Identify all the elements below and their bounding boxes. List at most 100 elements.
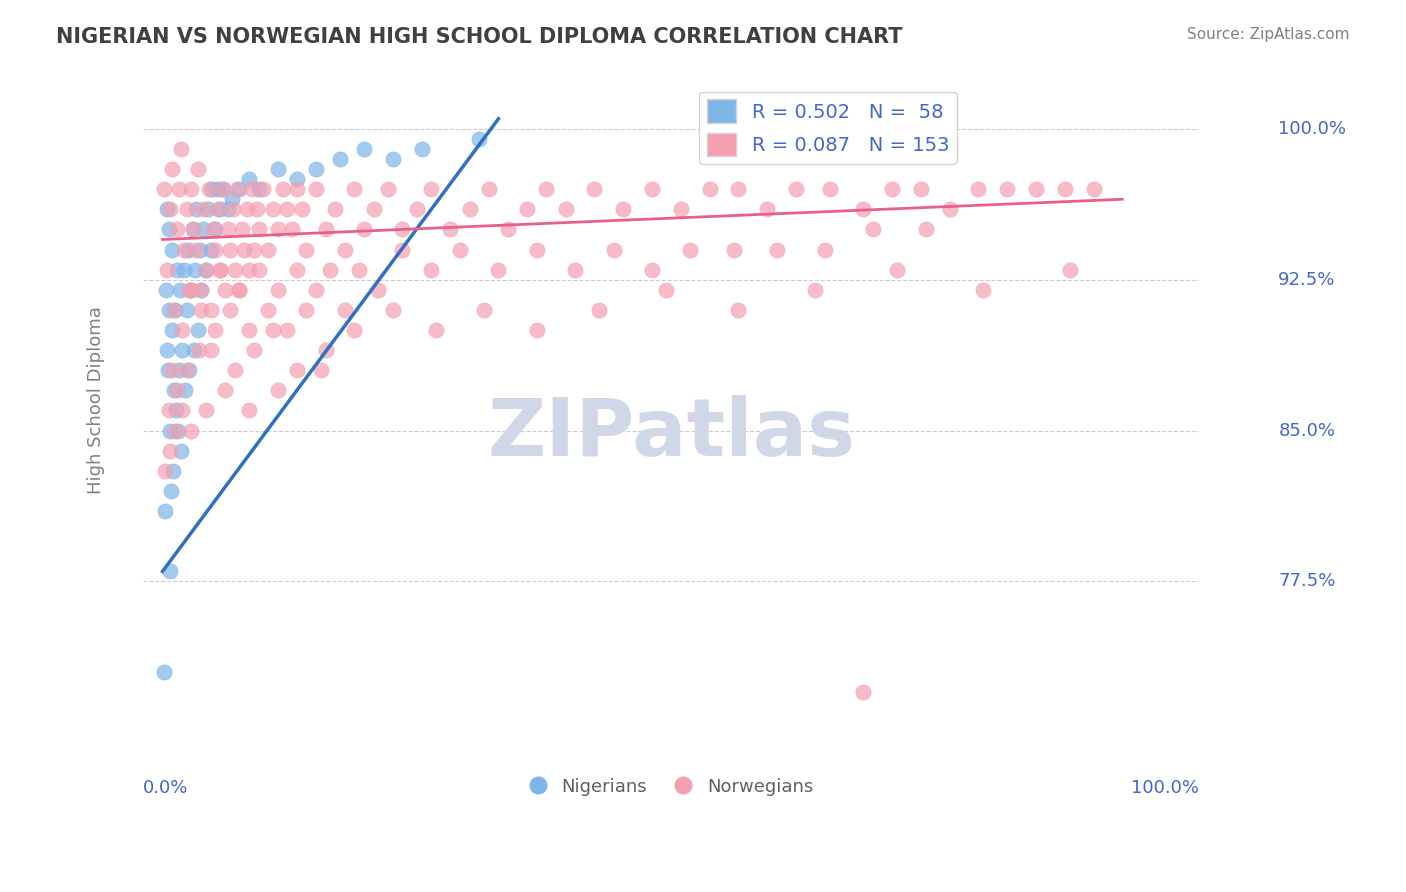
Point <box>425 323 447 337</box>
Point <box>267 283 290 297</box>
Point <box>170 403 193 417</box>
Point <box>204 243 226 257</box>
Point <box>271 182 294 196</box>
Point <box>699 182 721 196</box>
Point <box>315 343 337 357</box>
Point <box>197 182 219 196</box>
Point <box>224 262 246 277</box>
Point <box>176 202 198 217</box>
Point <box>343 323 366 337</box>
Point <box>488 262 510 277</box>
Point <box>238 262 260 277</box>
Point <box>163 424 186 438</box>
Point <box>167 424 190 438</box>
Point <box>170 443 193 458</box>
Point <box>221 202 243 217</box>
Point <box>276 202 298 217</box>
Point <box>305 283 328 297</box>
Point <box>536 182 558 196</box>
Point <box>201 182 224 196</box>
Point <box>160 363 183 377</box>
Point <box>305 162 328 177</box>
Point <box>862 222 884 236</box>
Point <box>526 323 548 337</box>
Point <box>217 222 239 236</box>
Point <box>641 262 664 277</box>
Point <box>309 363 332 377</box>
Point <box>612 202 634 217</box>
Point <box>184 262 207 277</box>
Point <box>967 182 990 196</box>
Point <box>1053 182 1076 196</box>
Point <box>173 262 195 277</box>
Point <box>190 283 212 297</box>
Point <box>285 262 308 277</box>
Point <box>377 182 399 196</box>
Point <box>880 182 903 196</box>
Point <box>496 222 519 236</box>
Point <box>165 403 187 417</box>
Point <box>1059 262 1081 277</box>
Point <box>155 283 177 297</box>
Point <box>420 262 443 277</box>
Point <box>156 343 179 357</box>
Point <box>439 222 461 236</box>
Legend: Nigerians, Norwegians: Nigerians, Norwegians <box>522 771 821 803</box>
Point <box>207 182 229 196</box>
Point <box>209 262 232 277</box>
Text: 92.5%: 92.5% <box>1278 270 1336 289</box>
Point <box>173 243 195 257</box>
Point <box>319 262 342 277</box>
Point <box>315 222 337 236</box>
Point <box>169 283 191 297</box>
Point <box>727 182 749 196</box>
Point <box>478 182 501 196</box>
Point <box>411 142 433 156</box>
Point <box>228 182 250 196</box>
Point <box>641 182 664 196</box>
Point <box>200 243 222 257</box>
Point <box>343 182 366 196</box>
Point <box>910 182 932 196</box>
Point <box>257 243 280 257</box>
Point <box>852 202 875 217</box>
Point <box>405 202 427 217</box>
Point <box>159 202 181 217</box>
Point <box>173 384 195 398</box>
Point <box>188 343 211 357</box>
Point <box>157 363 180 377</box>
Point <box>188 243 211 257</box>
Point <box>238 172 260 186</box>
Point <box>247 262 270 277</box>
Point <box>159 424 181 438</box>
Point <box>814 243 837 257</box>
Point <box>162 464 184 478</box>
Point <box>159 443 181 458</box>
Point <box>212 182 235 196</box>
Point <box>202 222 225 236</box>
Point <box>852 685 875 699</box>
Point <box>526 243 548 257</box>
Point <box>602 243 624 257</box>
Point <box>349 262 371 277</box>
Point <box>218 243 240 257</box>
Point <box>329 152 352 166</box>
Point <box>588 302 610 317</box>
Text: 0.0%: 0.0% <box>143 779 188 797</box>
Point <box>157 302 180 317</box>
Point <box>221 192 243 206</box>
Point <box>209 202 232 217</box>
Point <box>176 363 198 377</box>
Point <box>765 243 787 257</box>
Text: 85.0%: 85.0% <box>1278 422 1336 440</box>
Point <box>166 262 188 277</box>
Point <box>197 202 219 217</box>
Point <box>187 323 209 337</box>
Point <box>177 243 200 257</box>
Point <box>353 222 375 236</box>
Point <box>516 202 538 217</box>
Point <box>184 202 207 217</box>
Point <box>367 283 389 297</box>
Point <box>163 302 186 317</box>
Point <box>179 283 201 297</box>
